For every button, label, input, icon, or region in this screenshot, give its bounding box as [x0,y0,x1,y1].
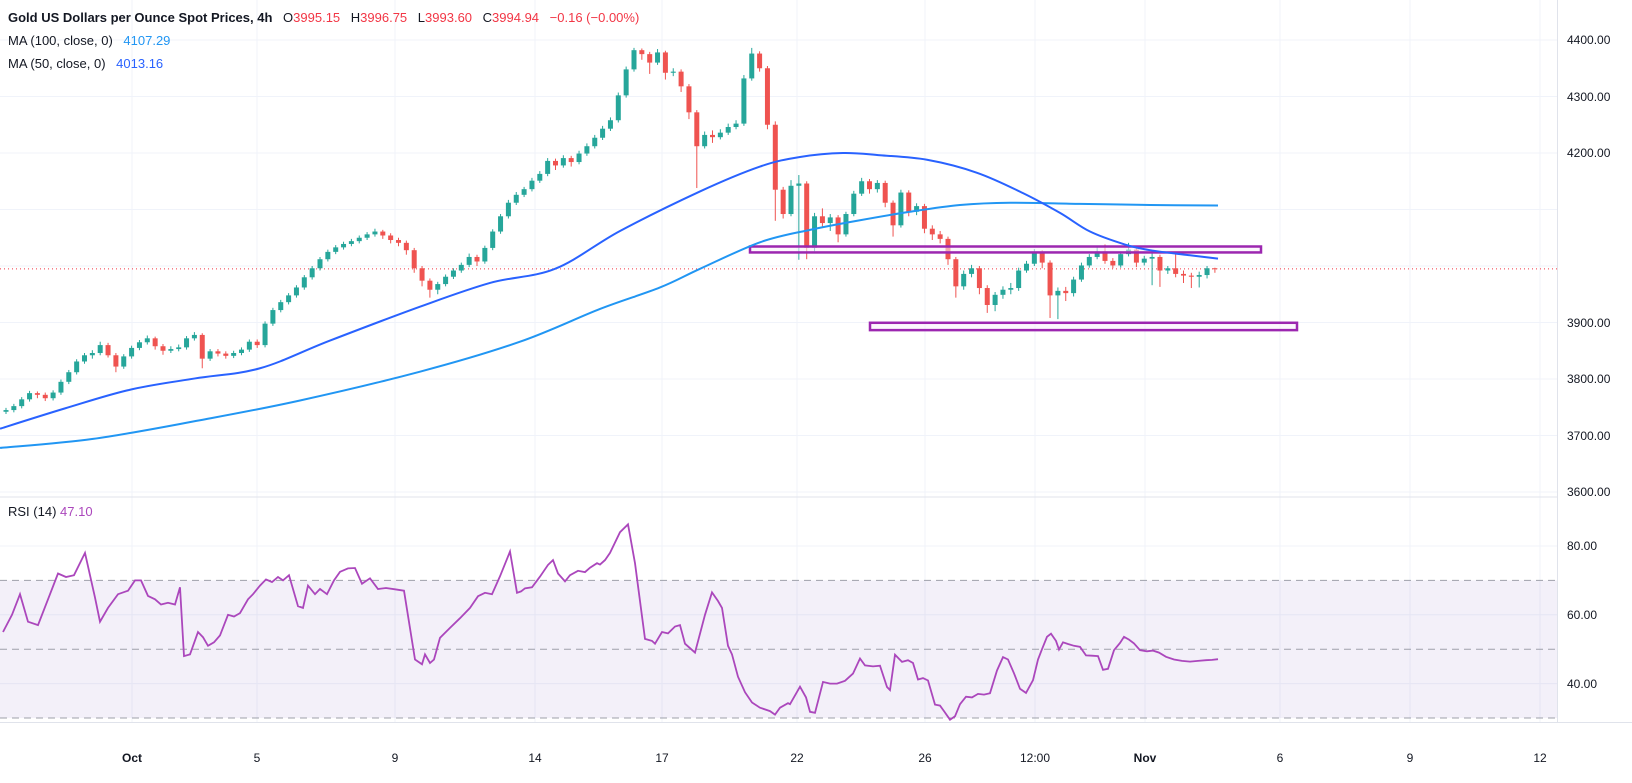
ohlc-open-label: O [283,10,294,25]
rsi-value: 47.10 [60,504,93,519]
time-tick-label: 22 [790,751,804,765]
rsi-label: RSI (14) [8,504,57,519]
ohlc-high-label: H [350,10,361,25]
price-axis[interactable]: 4400.00 4300.00 4200.00 3900.00 3800.00 3700.… [1557,0,1632,783]
rsi-line [2,522,1219,721]
price-tick-label: 3600.00 [1567,485,1611,499]
ma100-value: 4107.29 [123,33,171,48]
change-value: −0.16 (−0.00%) [549,10,640,25]
time-tick-label: 12:00 [1019,751,1051,765]
ma50-legend-row[interactable]: MA (50, close, 0) 4013.16 [8,52,639,75]
price-tick-label: 3700.00 [1567,428,1611,443]
time-tick-label: 12 [1533,751,1547,765]
time-tick-label: Nov [1133,751,1157,765]
ma50-label: MA (50, close, 0) [8,56,106,71]
time-axis[interactable]: Oct 5 9 14 17 22 26 12:00 Nov 6 9 12 [0,722,1632,783]
candles-layer [3,47,1218,415]
symbol-title: Gold US Dollars per Ounce Spot Prices, 4… [8,10,273,25]
ohlc-open-value: 3995.15 [293,10,341,25]
time-tick-label: 9 [391,751,399,765]
ohlc-high-value: 3996.75 [360,10,408,25]
rsi-tick-label: 40.00 [1567,676,1598,691]
grid-layer [0,0,1557,722]
main-chart-legend: Gold US Dollars per Ounce Spot Prices, 4… [8,6,639,75]
price-tick-label: 3900.00 [1567,315,1611,330]
symbol-legend-row[interactable]: Gold US Dollars per Ounce Spot Prices, 4… [8,6,639,29]
rsi-tick-label: 80.00 [1567,539,1598,553]
ma50-line [0,151,1219,430]
ma100-legend-row[interactable]: MA (100, close, 0) 4107.29 [8,29,639,52]
price-tick-label: 3800.00 [1567,372,1611,386]
ohlc-low-value: 3993.60 [425,10,473,25]
ma50-value: 4013.16 [116,56,164,71]
price-tick-label: 4400.00 [1567,33,1611,47]
rsi-tick-label: 60.00 [1567,607,1598,622]
ma100-label: MA (100, close, 0) [8,33,113,48]
time-tick-label: 26 [918,751,932,765]
time-tick-label: 6 [1276,751,1284,765]
support-resistance-zone [748,245,1263,254]
support-resistance-zone [868,321,1299,332]
time-tick-label: 9 [1406,751,1414,765]
ma100-line [0,201,1219,449]
rsi-legend-row[interactable]: RSI (14) 47.10 [8,504,93,519]
ohlc-close-value: 3994.94 [492,10,540,25]
price-tick-label: 4200.00 [1567,146,1611,160]
time-tick-label: Oct [121,751,143,765]
price-tick-label: 4300.00 [1567,89,1611,104]
ohlc-close-label: C [482,10,493,25]
time-tick-label: 17 [655,751,669,765]
ohlc-low-label: L [417,10,426,25]
time-tick-label: 14 [528,751,542,765]
time-tick-label: 5 [253,751,261,765]
